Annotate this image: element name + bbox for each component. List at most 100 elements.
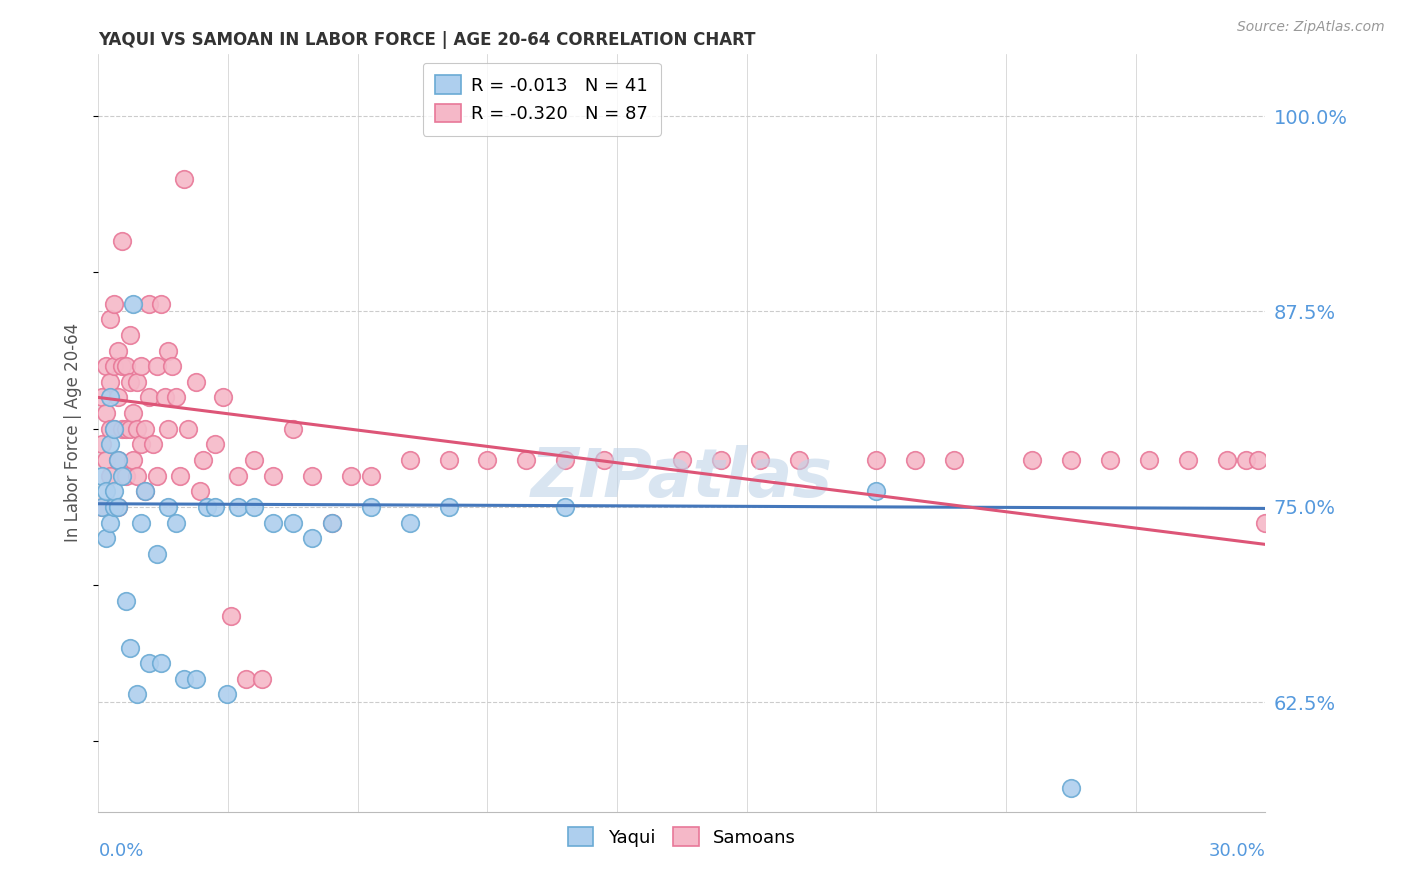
Point	[173, 171, 195, 186]
Point	[235, 672, 257, 686]
Point	[122, 406, 145, 420]
Point	[1098, 453, 1121, 467]
Point	[91, 500, 114, 514]
Point	[554, 453, 576, 467]
Point	[243, 500, 266, 514]
Point	[188, 484, 211, 499]
Point	[98, 468, 121, 483]
Point	[129, 359, 152, 374]
Point	[127, 688, 149, 702]
Point	[114, 593, 136, 607]
Point	[138, 391, 160, 405]
Point	[169, 468, 191, 483]
Point	[671, 453, 693, 467]
Point	[301, 531, 323, 545]
Point	[107, 453, 129, 467]
Point	[114, 359, 136, 374]
Point	[98, 391, 121, 405]
Point	[204, 437, 226, 451]
Point	[477, 453, 499, 467]
Point	[146, 468, 169, 483]
Point	[118, 375, 141, 389]
Point	[787, 453, 810, 467]
Point	[1060, 453, 1083, 467]
Legend: Yaqui, Samoans: Yaqui, Samoans	[560, 818, 804, 855]
Text: ZIPatlas: ZIPatlas	[531, 445, 832, 511]
Point	[748, 453, 770, 467]
Point	[146, 547, 169, 561]
Point	[593, 453, 616, 467]
Point	[340, 468, 363, 483]
Point	[149, 657, 172, 671]
Point	[281, 516, 304, 530]
Point	[142, 437, 165, 451]
Point	[710, 453, 733, 467]
Point	[321, 516, 343, 530]
Point	[165, 391, 187, 405]
Point	[157, 422, 180, 436]
Point	[103, 359, 125, 374]
Point	[127, 422, 149, 436]
Point	[437, 500, 460, 514]
Point	[111, 234, 134, 248]
Point	[103, 484, 125, 499]
Point	[321, 516, 343, 530]
Point	[107, 500, 129, 514]
Point	[1234, 453, 1257, 467]
Point	[91, 468, 114, 483]
Text: 0.0%: 0.0%	[98, 842, 143, 860]
Point	[1137, 453, 1160, 467]
Point	[360, 468, 382, 483]
Point	[149, 296, 172, 310]
Point	[1254, 516, 1277, 530]
Point	[212, 391, 235, 405]
Point	[157, 500, 180, 514]
Point	[177, 422, 200, 436]
Point	[865, 453, 887, 467]
Point	[281, 422, 304, 436]
Y-axis label: In Labor Force | Age 20-64: In Labor Force | Age 20-64	[65, 323, 83, 542]
Point	[1246, 453, 1268, 467]
Point	[262, 468, 284, 483]
Point	[301, 468, 323, 483]
Point	[114, 468, 136, 483]
Point	[111, 422, 134, 436]
Point	[103, 296, 125, 310]
Point	[184, 375, 207, 389]
Point	[228, 500, 250, 514]
Point	[98, 312, 121, 326]
Point	[138, 657, 160, 671]
Point	[127, 468, 149, 483]
Point	[107, 453, 129, 467]
Point	[250, 672, 273, 686]
Point	[96, 531, 118, 545]
Point	[134, 484, 156, 499]
Point	[96, 359, 118, 374]
Point	[111, 468, 134, 483]
Point	[195, 500, 218, 514]
Point	[138, 296, 160, 310]
Text: YAQUI VS SAMOAN IN LABOR FORCE | AGE 20-64 CORRELATION CHART: YAQUI VS SAMOAN IN LABOR FORCE | AGE 20-…	[98, 31, 756, 49]
Point	[865, 484, 887, 499]
Point	[157, 343, 180, 358]
Point	[107, 500, 129, 514]
Point	[98, 437, 121, 451]
Point	[162, 359, 184, 374]
Point	[146, 359, 169, 374]
Point	[134, 422, 156, 436]
Point	[98, 375, 121, 389]
Point	[91, 391, 114, 405]
Point	[122, 453, 145, 467]
Point	[127, 375, 149, 389]
Point	[103, 500, 125, 514]
Point	[1177, 453, 1199, 467]
Point	[153, 391, 176, 405]
Point	[215, 688, 238, 702]
Point	[398, 516, 420, 530]
Point	[118, 422, 141, 436]
Point	[91, 437, 114, 451]
Point	[1215, 453, 1237, 467]
Point	[114, 422, 136, 436]
Point	[98, 422, 121, 436]
Point	[165, 516, 187, 530]
